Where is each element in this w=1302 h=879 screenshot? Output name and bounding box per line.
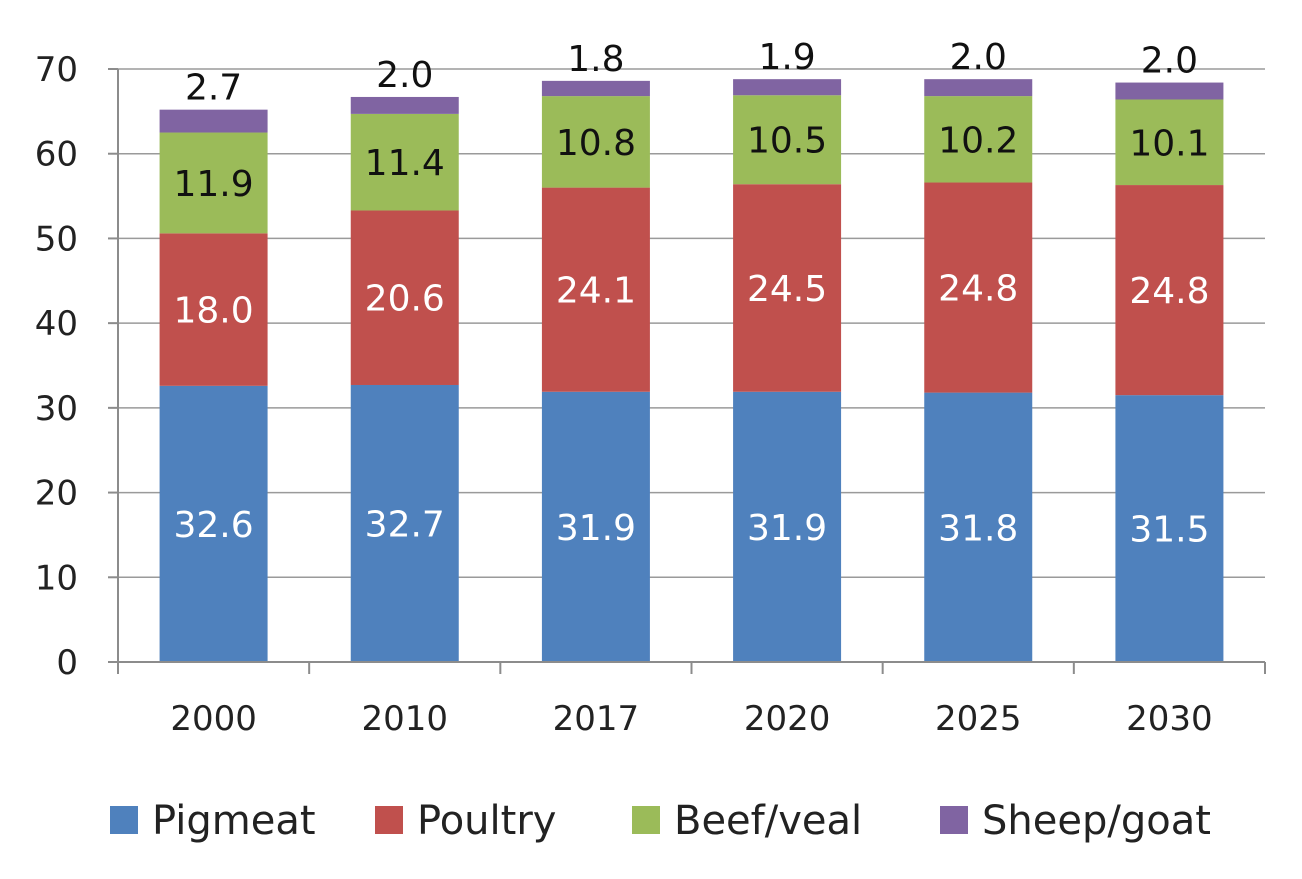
y-tick-label-70: 70 (35, 50, 78, 90)
data-label-pigmeat-2010: 32.7 (365, 504, 445, 545)
data-label-pigmeat-2000: 32.6 (174, 505, 254, 546)
bar-poultry-2030 (1115, 185, 1224, 396)
y-tick-label-10: 10 (35, 558, 78, 598)
data-label-pigmeat-2017: 31.9 (556, 508, 636, 549)
bar-beef-veal-2000 (159, 132, 268, 234)
bar-pigmeat-2020 (733, 391, 842, 662)
y-tick-label-20: 20 (35, 474, 78, 514)
legend-label-beef-veal: Beef/veal (674, 798, 862, 844)
y-tick-label-30: 30 (35, 389, 78, 429)
x-tick-label-2000: 2000 (170, 699, 257, 739)
bar-beef-veal-2010 (350, 113, 459, 211)
data-label-poultry-2017: 24.1 (556, 271, 636, 312)
bar-pigmeat-2025 (924, 392, 1033, 662)
data-label-beef-veal-2030: 10.1 (1129, 123, 1209, 164)
data-label-sheep-goat-2017: 1.8 (567, 39, 624, 80)
legend-swatch-poultry (375, 806, 403, 834)
bar-pigmeat-2010 (350, 384, 459, 662)
data-label-beef-veal-2025: 10.2 (938, 120, 1018, 161)
legend-label-sheep-goat: Sheep/goat (982, 798, 1211, 844)
bar-sheep-goat-2025 (924, 79, 1033, 97)
bar-beef-veal-2020 (733, 95, 842, 185)
y-tick-label-0: 0 (56, 643, 78, 683)
bar-beef-veal-2017 (541, 96, 650, 188)
bar-beef-veal-2025 (924, 96, 1033, 183)
data-label-sheep-goat-2000: 2.7 (185, 68, 242, 109)
bar-poultry-2000 (159, 233, 268, 386)
data-label-poultry-2000: 18.0 (174, 291, 254, 332)
legend-label-pigmeat: Pigmeat (152, 798, 316, 844)
data-label-pigmeat-2020: 31.9 (747, 508, 827, 549)
data-label-poultry-2010: 20.6 (365, 279, 445, 320)
data-label-beef-veal-2010: 11.4 (365, 143, 445, 184)
data-label-poultry-2025: 24.8 (938, 269, 1018, 310)
bar-sheep-goat-2000 (159, 109, 268, 133)
data-label-beef-veal-2020: 10.5 (747, 121, 827, 162)
data-label-sheep-goat-2010: 2.0 (376, 55, 433, 96)
data-label-poultry-2030: 24.8 (1129, 271, 1209, 312)
bar-poultry-2020 (733, 184, 842, 392)
data-label-poultry-2020: 24.5 (747, 269, 827, 310)
x-tick-label-2020: 2020 (744, 699, 831, 739)
data-label-pigmeat-2025: 31.8 (938, 508, 1018, 549)
bar-sheep-goat-2020 (733, 79, 842, 96)
bar-sheep-goat-2010 (350, 96, 459, 114)
bar-poultry-2017 (541, 187, 650, 392)
data-label-sheep-goat-2025: 2.0 (950, 37, 1007, 78)
data-label-sheep-goat-2020: 1.9 (758, 37, 815, 78)
bar-pigmeat-2030 (1115, 395, 1224, 662)
legend-label-poultry: Poultry (417, 798, 556, 844)
legend-swatch-beef-veal (632, 806, 660, 834)
bar-pigmeat-2017 (541, 391, 650, 662)
data-label-beef-veal-2000: 11.9 (174, 164, 254, 205)
x-tick-label-2025: 2025 (935, 699, 1022, 739)
bar-sheep-goat-2017 (541, 80, 650, 97)
y-tick-label-40: 40 (35, 304, 78, 344)
data-label-sheep-goat-2030: 2.0 (1141, 41, 1198, 82)
legend-swatch-pigmeat (110, 806, 138, 834)
data-label-beef-veal-2017: 10.8 (556, 123, 636, 164)
bar-sheep-goat-2030 (1115, 82, 1224, 100)
bar-beef-veal-2030 (1115, 99, 1224, 186)
x-tick-label-2017: 2017 (553, 699, 640, 739)
bar-pigmeat-2000 (159, 385, 268, 662)
x-tick-label-2010: 2010 (361, 699, 448, 739)
legend-swatch-sheep-goat (940, 806, 968, 834)
y-tick-label-50: 50 (35, 219, 78, 259)
y-tick-label-60: 60 (35, 135, 78, 175)
bar-poultry-2025 (924, 182, 1033, 393)
data-label-pigmeat-2030: 31.5 (1129, 510, 1209, 551)
x-tick-label-2030: 2030 (1126, 699, 1213, 739)
bar-poultry-2010 (350, 210, 459, 385)
